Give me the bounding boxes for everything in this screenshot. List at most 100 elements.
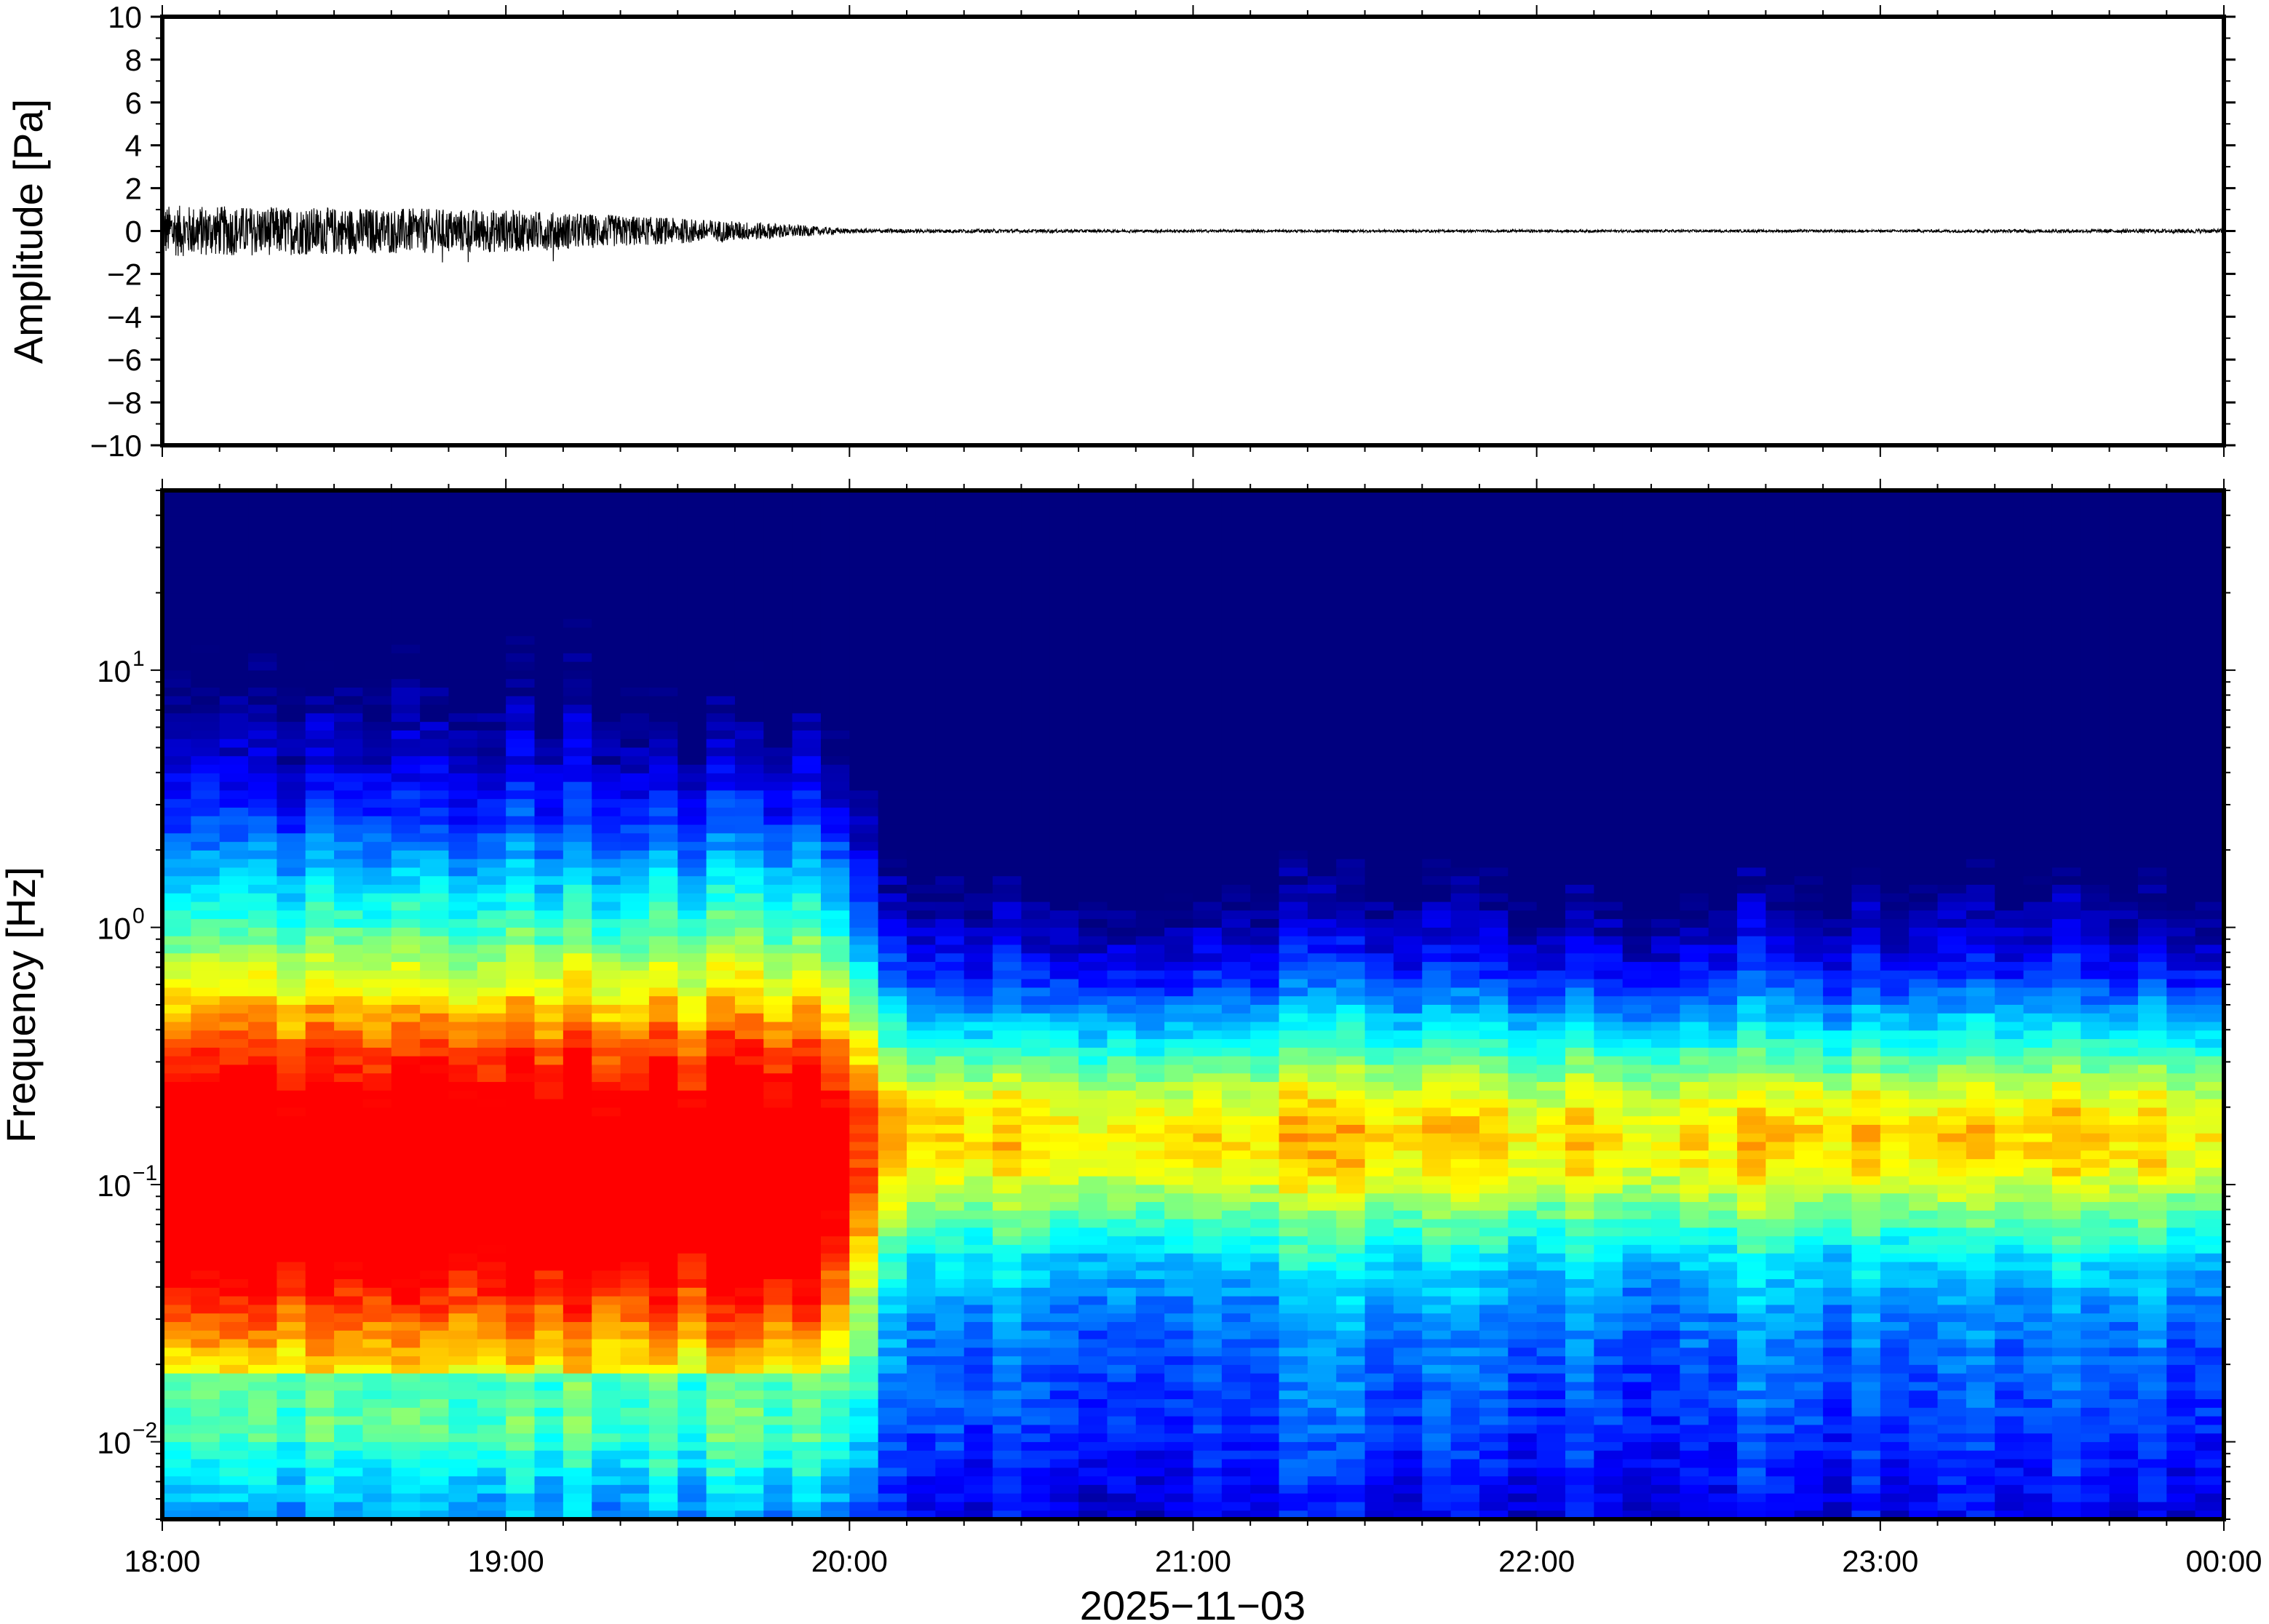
spectrogram-cell <box>506 1390 536 1400</box>
spectrogram-cell <box>334 653 364 663</box>
spectrogram-cell <box>907 953 937 963</box>
spectrogram-cell <box>563 1287 593 1297</box>
spectrogram-cell <box>219 1116 249 1126</box>
spectrogram-cell <box>993 653 1022 663</box>
spectrogram-cell <box>677 1416 707 1426</box>
spectrogram-cell <box>563 593 593 602</box>
spectrogram-cell <box>563 987 593 998</box>
spectrogram-cell <box>849 679 879 688</box>
spectrogram-cell <box>391 807 421 817</box>
spectrogram-cell <box>420 576 450 586</box>
spectrogram-cell <box>1221 661 1251 672</box>
spectrogram-cell <box>935 516 965 525</box>
spectrogram-cell <box>219 593 249 602</box>
spectrogram-cell <box>1049 790 1079 800</box>
spectrogram-cell <box>963 1159 993 1169</box>
spectrogram-cell <box>448 576 478 586</box>
spectrogram-cell <box>763 1064 793 1075</box>
spectrogram-cell <box>1049 1510 1079 1519</box>
spectrogram-cell <box>162 1321 192 1332</box>
spectrogram-cell <box>391 1399 421 1409</box>
spectrogram-cell <box>1164 507 1194 517</box>
spectrogram-cell <box>907 1450 937 1460</box>
spectrogram-cell <box>820 901 851 912</box>
spectrogram-cell <box>477 927 506 937</box>
spectrogram-cell <box>706 1425 736 1434</box>
spectrogram-cell <box>391 653 421 663</box>
spectrogram-cell <box>620 1484 650 1494</box>
spectrogram-cell <box>334 901 364 912</box>
spectrogram-cell <box>734 1185 765 1195</box>
spectrogram-cell <box>563 533 593 543</box>
spectrogram-cell <box>907 696 937 706</box>
spectrogram-cell <box>1193 713 1223 723</box>
spectrogram-cell <box>506 636 536 645</box>
spectrogram-cell <box>1078 850 1108 860</box>
spectrogram-cell <box>448 490 478 500</box>
spectrogram-cell <box>219 584 249 594</box>
spectrogram-cell <box>1250 627 1280 637</box>
spectrogram-cell <box>1078 507 1108 517</box>
spectrogram-cell <box>907 618 937 629</box>
spectrogram-cell <box>1135 1082 1165 1091</box>
spectrogram-cell <box>1078 1099 1108 1109</box>
spectrogram-cell <box>162 953 192 963</box>
spectrogram-cell <box>1307 859 1338 869</box>
spectrogram-cell <box>1049 996 1079 1006</box>
spectrogram-cell <box>1221 1185 1251 1195</box>
spectrogram-cell <box>391 1244 421 1254</box>
spectrogram-cell <box>1279 1219 1308 1229</box>
spectrogram-cell <box>362 885 392 894</box>
spectrogram-cell <box>219 1339 249 1349</box>
spectrogram-cell <box>878 1116 907 1126</box>
spectrogram-cell <box>878 593 907 602</box>
spectrogram-cell <box>191 559 220 568</box>
spectrogram-cell <box>706 1476 736 1486</box>
spectrogram-cell <box>391 568 421 577</box>
spectrogram-cell <box>305 498 335 509</box>
spectrogram-cell <box>1279 1150 1308 1160</box>
spectrogram-cell <box>219 1210 249 1220</box>
spectrogram-cell <box>620 919 650 928</box>
spectrogram-cell <box>907 1022 937 1032</box>
spectrogram-cell <box>448 816 478 826</box>
spectrogram-cell <box>305 936 335 946</box>
spectrogram-cell <box>820 1022 851 1032</box>
spectrogram-cell <box>763 670 793 680</box>
spectrogram-cell <box>878 1287 907 1297</box>
spectrogram-cell <box>391 1373 421 1383</box>
spectrogram-cell <box>592 618 621 629</box>
spectrogram-cell <box>477 1236 506 1246</box>
spectrogram-cell <box>1279 1348 1308 1357</box>
spectrogram-cell <box>1021 867 1051 877</box>
spectrogram-cell <box>820 704 851 715</box>
spectrogram-cell <box>820 688 851 697</box>
spectrogram-cell <box>620 979 650 989</box>
spectrogram-cell <box>334 1330 364 1340</box>
spectrogram-cell <box>706 533 736 543</box>
spectrogram-cell <box>277 1348 306 1357</box>
spectrogram-cell <box>1164 1047 1194 1057</box>
spectrogram-cell <box>993 1090 1022 1100</box>
spectrogram-cell <box>1135 661 1165 672</box>
spectrogram-cell <box>677 936 707 946</box>
spectrogram-cell <box>1221 739 1251 749</box>
spectrogram-cell <box>734 1484 765 1494</box>
spectrogram-cell <box>277 996 306 1006</box>
spectrogram-cell <box>963 1124 993 1134</box>
spectrogram-cell <box>1107 1082 1137 1091</box>
spectrogram-cell <box>820 927 851 937</box>
spectrogram-cell <box>362 627 392 637</box>
spectrogram-cell <box>1107 627 1137 637</box>
spectrogram-cell <box>477 867 506 877</box>
spectrogram-cell <box>907 1193 937 1203</box>
spectrogram-cell <box>162 490 192 500</box>
spectrogram-cell <box>1135 1244 1165 1254</box>
spectrogram-cell <box>219 876 249 885</box>
spectrogram-cell <box>563 1185 593 1195</box>
spectrogram-cell <box>277 679 306 688</box>
spectrogram-cell <box>1193 559 1223 568</box>
spectrogram-cell <box>878 1425 907 1434</box>
spectrogram-cell <box>248 987 278 998</box>
spectrogram-cell <box>334 1193 364 1203</box>
